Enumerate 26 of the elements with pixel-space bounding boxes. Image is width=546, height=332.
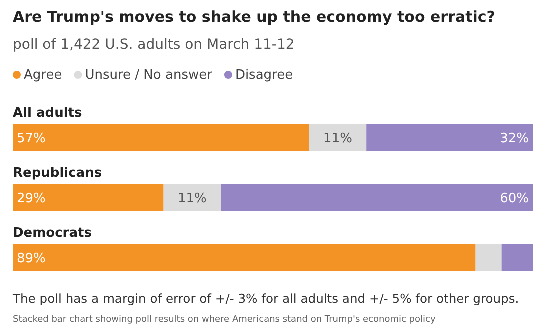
- data-label: 11%: [324, 132, 352, 146]
- bar: [221, 184, 533, 211]
- data-label: 29%: [17, 192, 46, 206]
- bar: [309, 124, 367, 151]
- chart-title: Are Trump's moves to shake up the economy too erratic?: [13, 8, 496, 26]
- text: Stacked bar chart showing poll results on where Americans stand on Trump's economic policy: [13, 315, 436, 325]
- bar: [476, 244, 502, 271]
- data-label: 89%: [17, 252, 46, 266]
- bar: [13, 244, 476, 271]
- bar: [13, 184, 164, 211]
- data-label: 32%: [500, 132, 529, 146]
- data-label: 11%: [178, 192, 207, 206]
- bar: [366, 124, 533, 151]
- legend-label: Unsure / No answer: [85, 68, 214, 83]
- data-label: 60%: [500, 192, 529, 206]
- chart-subtitle: poll of 1,422 U.S. adults on March 11-12: [13, 37, 295, 53]
- y-tick-label: All adults: [13, 106, 82, 121]
- y-tick-label: Republicans: [13, 166, 102, 181]
- bar: [502, 244, 533, 271]
- data-label: 57%: [17, 132, 46, 146]
- text: The poll has a margin of error of +/- 3% for all adults and +/- 5% for other groups.: [12, 292, 520, 306]
- bar: [13, 124, 310, 151]
- legend-label: Disagree: [235, 68, 294, 83]
- bar: [164, 184, 221, 211]
- y-tick-label: Democrats: [13, 226, 92, 241]
- legend-label: Agree: [24, 68, 62, 83]
